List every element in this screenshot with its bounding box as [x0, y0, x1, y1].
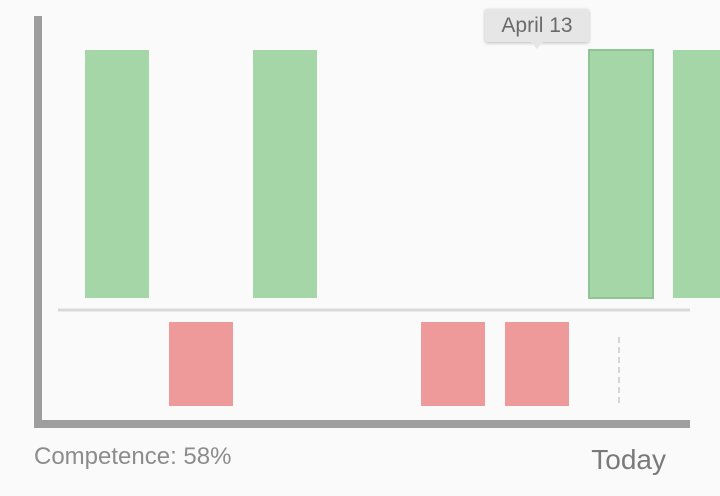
bar-negative[interactable] [421, 322, 485, 406]
bar-negative[interactable] [505, 322, 569, 406]
bar-positive[interactable] [85, 50, 149, 298]
competence-label: Competence: 58% [34, 443, 232, 470]
today-button[interactable]: Today [591, 444, 666, 475]
bar-positive[interactable] [588, 49, 654, 299]
bars-group [85, 49, 720, 406]
bar-positive[interactable] [253, 50, 317, 298]
bar-positive[interactable] [673, 50, 720, 298]
date-tooltip: April 13 [485, 9, 589, 49]
bar-negative[interactable] [169, 322, 233, 406]
